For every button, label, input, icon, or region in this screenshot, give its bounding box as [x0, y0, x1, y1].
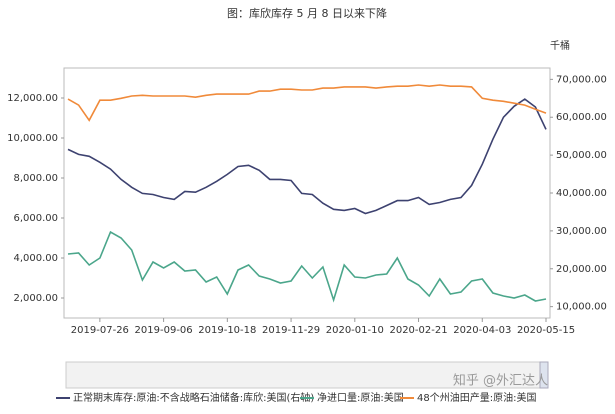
legend-label: 净进口量:原油:美国: [317, 391, 404, 404]
y2-tick-label: 10,000.00: [556, 302, 607, 313]
series-line: [67, 230, 547, 303]
x-tick-label: 2020-01-10: [326, 325, 384, 336]
x-tick-label: 2019-10-18: [198, 325, 256, 336]
y-tick-label: 2,000.00: [13, 293, 58, 304]
x-tick-label: 2020-04-03: [453, 325, 511, 336]
series-line: [67, 84, 547, 122]
y-tick-label: 6,000.00: [13, 213, 58, 224]
zoom-slider[interactable]: [65, 361, 549, 389]
y2-tick-label: 70,000.00: [556, 74, 607, 85]
y2-tick-label: 60,000.00: [556, 112, 607, 123]
y2-tick-label: 40,000.00: [556, 188, 607, 199]
y2-tick-label: 30,000.00: [556, 226, 607, 237]
legend-label: 48个州油田产量:原油:美国: [417, 391, 536, 404]
series-line: [67, 98, 547, 215]
watermark: 知乎 @外汇达人: [453, 373, 548, 389]
y-tick-label: 4,000.00: [13, 253, 58, 264]
y-tick-label: 8,000.00: [13, 173, 58, 184]
x-tick-label: 2020-02-21: [389, 325, 447, 336]
x-tick-label: 2019-09-06: [135, 325, 193, 336]
x-tick-label: 2019-11-29: [262, 325, 320, 336]
x-tick-label: 2020-05-15: [517, 325, 575, 336]
slider-handle[interactable]: [539, 361, 549, 389]
y-tick-label: 12,000.00: [7, 93, 58, 104]
chart-title: 图：库欣库存 5 月 8 日以来下降: [227, 6, 387, 20]
legend-label: 正常期末库存:原油:不含战略石油储备:库欣:美国(右轴): [73, 391, 314, 404]
x-tick-label: 2019-07-26: [71, 325, 129, 336]
y2-tick-label: 20,000.00: [556, 264, 607, 275]
y-tick-label: 10,000.00: [7, 133, 58, 144]
y2-axis-unit: 千桶: [550, 39, 570, 52]
y2-tick-label: 50,000.00: [556, 150, 607, 161]
